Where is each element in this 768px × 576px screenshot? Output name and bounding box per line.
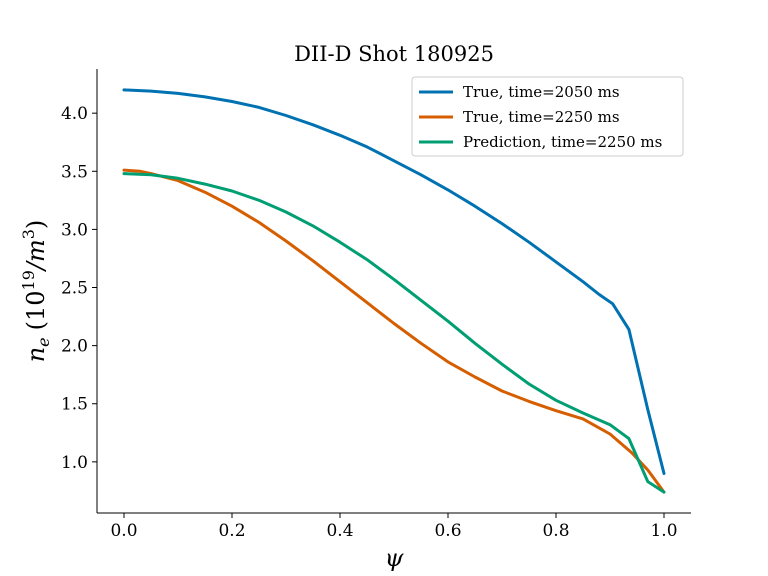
y-tick-label: 4.0 xyxy=(61,104,88,124)
y-tick-label: 1.0 xyxy=(61,453,88,473)
legend-label-1: True, time=2050 ms xyxy=(463,83,620,101)
y-label-symbol: n xyxy=(22,347,50,362)
y-label-close: ) xyxy=(22,220,50,229)
series-layer xyxy=(122,88,666,494)
series-line-1 xyxy=(122,88,666,475)
legend-box xyxy=(411,76,684,157)
x-tick-label: 0.2 xyxy=(218,521,245,541)
x-axis-label: ψ xyxy=(385,544,405,572)
series-line-2 xyxy=(122,168,666,494)
x-tick-label: 0.4 xyxy=(326,521,353,541)
x-tick-label: 0.0 xyxy=(110,521,137,541)
x-tick-label: 1.0 xyxy=(650,521,677,541)
y-ticks: 1.0 1.5 2.0 2.5 3.0 3.5 4.0 xyxy=(61,104,97,473)
chart-title: DII-D Shot 180925 xyxy=(294,42,494,66)
y-label-base: (10 xyxy=(22,290,50,330)
y-axis-label: ne (1019/m3) xyxy=(19,220,53,363)
legend: True, time=2050 ms True, time=2250 ms Pred… xyxy=(411,76,684,157)
y-label-exponent-2: 3 xyxy=(19,229,38,239)
x-tick-label: 0.6 xyxy=(434,521,461,541)
axes xyxy=(96,69,691,514)
legend-label-2: True, time=2250 ms xyxy=(463,108,620,126)
series-line-3 xyxy=(122,172,666,494)
y-tick-label: 3.5 xyxy=(61,162,88,182)
y-tick-label: 2.5 xyxy=(61,279,88,299)
legend-label-3: Prediction, time=2250 ms xyxy=(463,133,662,151)
x-ticks: 0.0 0.2 0.4 0.6 0.8 1.0 xyxy=(110,513,678,541)
y-label-subscript: e xyxy=(34,337,53,346)
x-tick-label: 0.8 xyxy=(542,521,569,541)
y-label-exponent: 19 xyxy=(19,270,38,290)
y-tick-label: 2.0 xyxy=(61,337,88,357)
y-label-unit: /m xyxy=(22,239,50,272)
y-tick-label: 1.5 xyxy=(61,395,88,415)
y-tick-label: 3.0 xyxy=(61,220,88,240)
